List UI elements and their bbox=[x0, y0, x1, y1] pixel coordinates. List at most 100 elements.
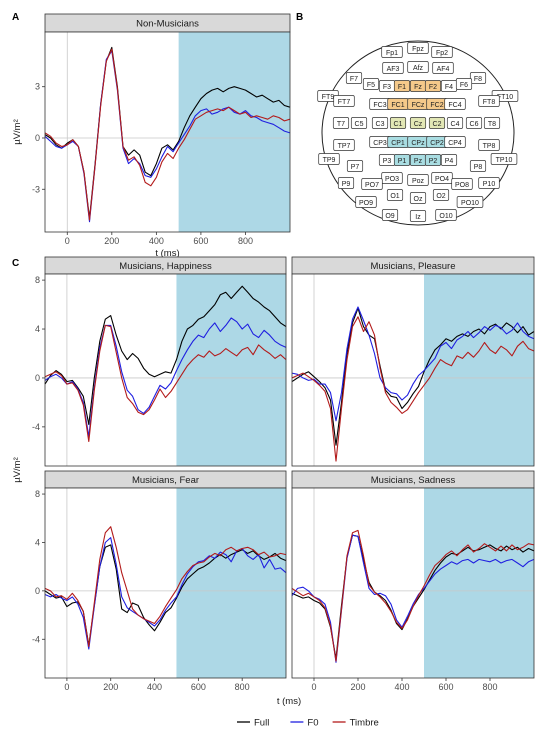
analysis-window bbox=[178, 32, 290, 232]
electrode-label: Oz bbox=[414, 196, 423, 203]
electrode-o2: O2 bbox=[432, 189, 450, 201]
electrode-box bbox=[478, 95, 500, 107]
electrode-box bbox=[469, 160, 487, 172]
electrode-box bbox=[451, 178, 473, 190]
electrode-label: F5 bbox=[367, 82, 375, 89]
panel-letter-c: C bbox=[12, 258, 19, 269]
electrode-c4: C4 bbox=[446, 117, 464, 129]
y-tick-label: 3 bbox=[35, 82, 40, 92]
electrode-label: CP4 bbox=[448, 140, 462, 147]
electrode-label: CP3 bbox=[373, 140, 387, 147]
electrode-label: O1 bbox=[390, 193, 399, 200]
electrode-label: C2 bbox=[433, 121, 442, 128]
electrode-box bbox=[407, 174, 429, 186]
panel-title: Musicians, Pleasure bbox=[370, 261, 455, 272]
x-tick-label: 800 bbox=[482, 682, 497, 692]
electrode-po9: PO9 bbox=[355, 196, 377, 208]
electrode-label: AF3 bbox=[387, 66, 400, 73]
electrode-label: AF4 bbox=[437, 66, 450, 73]
electrode-label: P7 bbox=[351, 164, 360, 171]
electrode-tp7: TP7 bbox=[333, 139, 355, 151]
electrode-tp8: TP8 bbox=[478, 139, 500, 151]
electrode-label: T8 bbox=[488, 121, 496, 128]
electrode-label: P10 bbox=[483, 181, 496, 188]
erp-panel-1: Musicians, Happiness -4 0 4 8 µV/m² bbox=[12, 256, 287, 483]
electrode-label: Afz bbox=[413, 65, 424, 72]
electrode-box bbox=[444, 98, 466, 110]
electrode-cp1: CP1 bbox=[387, 136, 409, 148]
electrode-box bbox=[409, 192, 427, 204]
electrode-o9: O9 bbox=[381, 209, 399, 221]
electrode-box bbox=[469, 72, 487, 84]
electrode-box bbox=[428, 117, 446, 129]
electrode-af4: AF4 bbox=[432, 62, 454, 74]
electrode-label: F3 bbox=[383, 84, 391, 91]
electrode-label: CP2 bbox=[430, 140, 444, 147]
electrode-box bbox=[407, 42, 429, 54]
electrode-label: C3 bbox=[376, 121, 385, 128]
y-axis-label: µV/m² bbox=[12, 119, 23, 145]
electrode-label: P8 bbox=[474, 164, 483, 171]
electrode-label: FC2 bbox=[430, 102, 443, 109]
electrode-box bbox=[478, 177, 500, 189]
electrode-box bbox=[318, 153, 340, 165]
electrode-label: Iz bbox=[415, 214, 421, 221]
electrode-po8: PO8 bbox=[451, 178, 473, 190]
electrode-box bbox=[371, 117, 389, 129]
legend-label-full: Full bbox=[254, 718, 269, 729]
electrode-oz: Oz bbox=[409, 192, 427, 204]
electrode-box bbox=[381, 46, 403, 58]
electrode-pz: Pz bbox=[409, 154, 427, 166]
electrode-label: FC3 bbox=[373, 102, 386, 109]
electrode-ft8: FT8 bbox=[478, 95, 500, 107]
electrode-c3: C3 bbox=[371, 117, 389, 129]
electrode-box bbox=[333, 95, 355, 107]
series-line-timbre bbox=[44, 526, 287, 648]
electrode-f8: F8 bbox=[469, 72, 487, 84]
electrode-fpz: Fpz bbox=[407, 42, 429, 54]
plot-frame bbox=[44, 273, 287, 467]
electrode-label: CP1 bbox=[391, 140, 405, 147]
series-line-f0 bbox=[44, 537, 287, 650]
x-axis-label: t (ms) bbox=[155, 248, 179, 259]
electrode-po10: PO10 bbox=[456, 196, 484, 208]
electrode-fp2: Fp2 bbox=[431, 46, 453, 58]
electrode-label: P4 bbox=[445, 158, 454, 165]
legend-label-f0: F0 bbox=[307, 718, 318, 729]
electrode-label: Fp1 bbox=[386, 50, 398, 57]
electrode-c5: C5 bbox=[350, 117, 368, 129]
x-tick-label: 800 bbox=[238, 236, 253, 246]
y-tick-label: 0 bbox=[35, 133, 40, 143]
electrode-box bbox=[362, 78, 380, 90]
electrode-cp3: CP3 bbox=[369, 136, 391, 148]
electrode-box bbox=[409, 117, 427, 129]
electrode-iz: Iz bbox=[409, 210, 427, 222]
panel-title: Musicians, Fear bbox=[132, 475, 199, 486]
electrode-label: C4 bbox=[451, 121, 460, 128]
electrode-label: O2 bbox=[436, 193, 445, 200]
electrode-fc2: FC2 bbox=[426, 98, 448, 110]
electrode-t7: T7 bbox=[332, 117, 350, 129]
electrode-c2: C2 bbox=[428, 117, 446, 129]
y-tick-label: 8 bbox=[35, 275, 40, 285]
y-tick-label: 0 bbox=[35, 373, 40, 383]
electrode-fcz: FCz bbox=[407, 98, 429, 110]
electrode-label: FC1 bbox=[391, 102, 404, 109]
electrode-box bbox=[409, 210, 427, 222]
electrode-box bbox=[407, 61, 429, 73]
electrode-fc1: FC1 bbox=[387, 98, 409, 110]
x-tick-label: 600 bbox=[438, 682, 453, 692]
electrode-label: PO9 bbox=[359, 200, 373, 207]
electrode-box bbox=[381, 209, 399, 221]
analysis-window bbox=[424, 488, 534, 678]
x-tick-label: 600 bbox=[191, 682, 206, 692]
electrode-cpz: CPz bbox=[407, 136, 429, 148]
electrode-p4: P4 bbox=[440, 154, 458, 166]
series-line-f0 bbox=[291, 306, 535, 422]
electrode-label: FT10 bbox=[497, 94, 513, 101]
electrode-cp2: CP2 bbox=[426, 136, 448, 148]
y-tick-label: 4 bbox=[35, 324, 40, 334]
electrode-label: P1 bbox=[398, 158, 407, 165]
